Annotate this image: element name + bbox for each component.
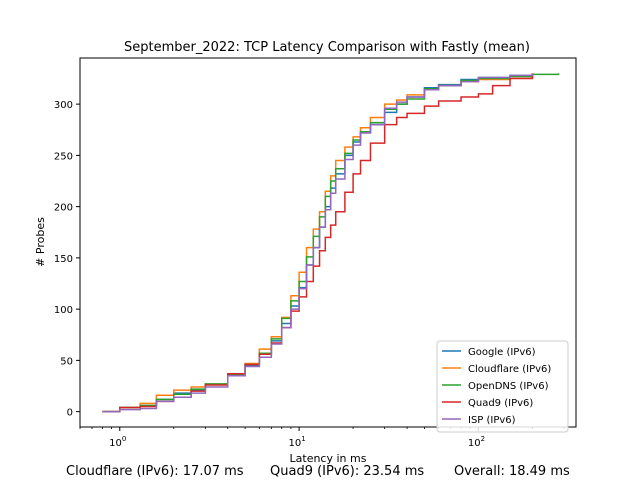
legend-label-4: ISP (IPv6)	[468, 415, 516, 426]
y-tick-label-0: 0	[67, 408, 73, 419]
legend-label-0: Google (IPv6)	[468, 347, 536, 358]
axis-ticks: 0 50 100 150 200 250 300 100 101 102	[54, 100, 565, 449]
y-tick-label-3: 150	[54, 254, 73, 265]
footer-overall-mean: Overall: 18.49 ms	[454, 464, 570, 479]
plot-area	[102, 73, 560, 413]
y-tick-label-4: 200	[54, 203, 73, 214]
y-tick-label-1: 50	[60, 356, 73, 367]
y-tick-label-5: 250	[54, 151, 73, 162]
axes-frame	[79, 57, 577, 428]
footer-stats: Cloudflare (IPv6): 17.07 ms Quad9 (IPv6)…	[0, 464, 640, 482]
legend-label-3: Quad9 (IPv6)	[468, 398, 533, 409]
x-tick-label-2: 102	[468, 435, 485, 449]
chart-title: September_2022: TCP Latency Comparison w…	[124, 40, 530, 55]
legend-label-2: OpenDNS (IPv6)	[468, 381, 549, 392]
x-axis-label: Latency in ms	[290, 452, 367, 465]
y-axis-label: # Probes	[34, 217, 47, 267]
y-tick-label-2: 100	[54, 305, 73, 316]
footer-quad9-mean: Quad9 (IPv6): 23.54 ms	[270, 464, 425, 479]
legend: Google (IPv6) Cloudflare (IPv6) OpenDNS (I…	[436, 340, 569, 433]
legend-label-1: Cloudflare (IPv6)	[468, 364, 551, 375]
footer-cloudflare-mean: Cloudflare (IPv6): 17.07 ms	[66, 464, 244, 479]
y-tick-label-6: 300	[54, 100, 73, 111]
series-line-4	[102, 73, 534, 413]
x-tick-label-1: 101	[289, 435, 306, 449]
x-tick-label-0: 100	[109, 435, 126, 449]
legend-box	[436, 340, 569, 433]
